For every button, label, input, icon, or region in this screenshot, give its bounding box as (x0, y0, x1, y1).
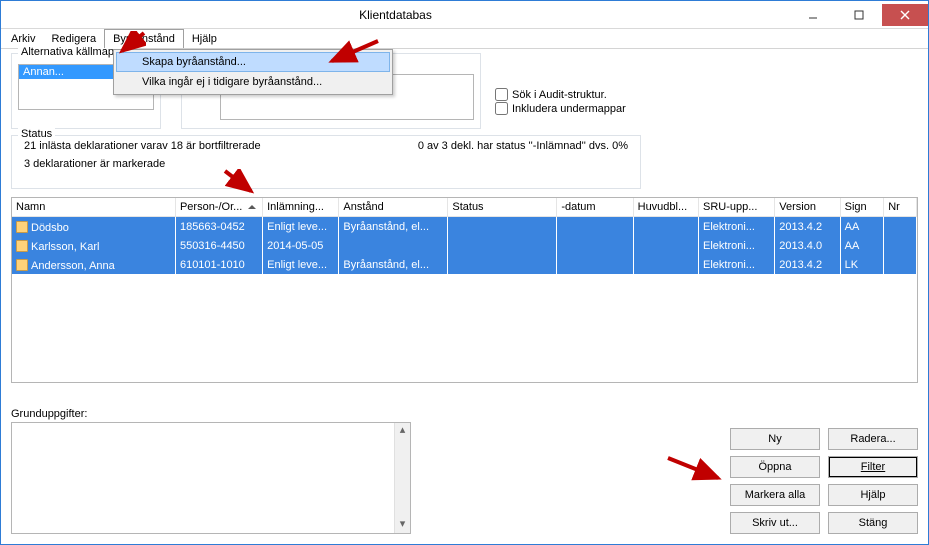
oppna-button[interactable]: Öppna (730, 456, 820, 478)
column-header[interactable]: Namn (12, 198, 175, 217)
column-header[interactable]: Anstånd (339, 198, 448, 217)
app-window: Klientdatabas Arkiv Redigera Byråanstånd… (0, 0, 929, 545)
table-cell: 2014-05-05 (263, 236, 339, 255)
column-header[interactable]: Inlämning... (263, 198, 339, 217)
content-area: Alternativa källmappar Annan... <-- Året… (1, 49, 928, 544)
dropdown-byraanstand: Skapa byråanstånd... Vilka ingår ej i ti… (113, 49, 393, 95)
menu-hjalp[interactable]: Hjälp (184, 29, 225, 48)
table-cell (448, 255, 557, 274)
checkbox-audit-label: Sök i Audit-struktur. (512, 89, 607, 101)
filter-button[interactable]: Filter (828, 456, 918, 478)
table-cell (557, 217, 633, 237)
table-cell: 185663-0452 (175, 217, 262, 237)
dropdown-item-skapa[interactable]: Skapa byråanstånd... (116, 52, 390, 72)
table-cell (633, 236, 698, 255)
table-cell: Dödsbo (12, 217, 175, 237)
table-cell: Elektroni... (699, 236, 775, 255)
minimize-button[interactable] (790, 4, 836, 26)
table-cell (884, 236, 917, 255)
table-cell: 550316-4450 (175, 236, 262, 255)
table-cell (884, 255, 917, 274)
row-icon (16, 240, 28, 252)
column-header[interactable]: Huvudbl... (633, 198, 698, 217)
bottom-area: Grunduppgifter: ▴ ▾ Ny Radera... Öppna F… (11, 408, 918, 534)
grund-label: Grunduppgifter: (11, 408, 918, 420)
column-header[interactable]: Person-/Or... (175, 198, 262, 217)
checkbox-group: Sök i Audit-struktur. Inkludera undermap… (491, 53, 671, 129)
table-cell (448, 217, 557, 237)
scroll-down-icon[interactable]: ▾ (400, 517, 406, 533)
ny-button[interactable]: Ny (730, 428, 820, 450)
button-grid: Ny Radera... Öppna Filter Markera alla H… (730, 428, 918, 534)
table-row[interactable]: Dödsbo185663-0452Enligt leve...Byråanstå… (12, 217, 917, 237)
close-button[interactable] (882, 4, 928, 26)
table-cell (557, 255, 633, 274)
legend-status: Status (18, 128, 55, 140)
column-header[interactable]: Status (448, 198, 557, 217)
table-cell: Elektroni... (699, 255, 775, 274)
table-cell (557, 236, 633, 255)
dropdown-item-vilka[interactable]: Vilka ingår ej i tidigare byråanstånd... (116, 72, 390, 92)
status-filtered: 21 inlästa deklarationer varav 18 är bor… (24, 140, 261, 152)
menubar: Arkiv Redigera Byråanstånd Hjälp (1, 29, 928, 49)
window-title: Klientdatabas (1, 8, 790, 22)
table-cell (633, 217, 698, 237)
markera-alla-button[interactable]: Markera alla (730, 484, 820, 506)
table-cell: LK (840, 255, 884, 274)
table-cell: AA (840, 217, 884, 237)
table-cell: Andersson, Anna (12, 255, 175, 274)
checkbox-undermappar-input[interactable] (495, 102, 508, 115)
column-header[interactable]: SRU-upp... (699, 198, 775, 217)
status-line-2: 3 deklarationer är markerade (18, 152, 634, 170)
checkbox-undermappar-label: Inkludera undermappar (512, 103, 626, 115)
table-cell (884, 217, 917, 237)
table-cell (448, 236, 557, 255)
grund-textbox[interactable]: ▴ ▾ (11, 422, 411, 534)
column-header[interactable]: -datum (557, 198, 633, 217)
row-icon (16, 259, 28, 271)
status-submitted: 0 av 3 dekl. har status ''-Inlämnad'' dv… (418, 140, 628, 152)
table-cell: Elektroni... (699, 217, 775, 237)
checkbox-undermappar[interactable]: Inkludera undermappar (495, 102, 671, 115)
titlebar: Klientdatabas (1, 1, 928, 29)
stang-button[interactable]: Stäng (828, 512, 918, 534)
column-header[interactable]: Nr (884, 198, 917, 217)
table-cell: 2013.4.0 (775, 236, 840, 255)
table-cell: AA (840, 236, 884, 255)
table-cell: 610101-1010 (175, 255, 262, 274)
scroll-up-icon[interactable]: ▴ (400, 423, 406, 439)
table-cell: Karlsson, Karl (12, 236, 175, 255)
radera-button[interactable]: Radera... (828, 428, 918, 450)
column-header[interactable]: Sign (840, 198, 884, 217)
hjalp-button[interactable]: Hjälp (828, 484, 918, 506)
table-cell: Byråanstånd, el... (339, 255, 448, 274)
table-cell: 2013.4.2 (775, 217, 840, 237)
checkbox-audit[interactable]: Sök i Audit-struktur. (495, 88, 671, 101)
menu-byraanstand[interactable]: Byråanstånd (104, 29, 184, 48)
table-cell (633, 255, 698, 274)
table-cell: Enligt leve... (263, 255, 339, 274)
status-line-1: 21 inlästa deklarationer varav 18 är bor… (18, 136, 634, 152)
checkbox-audit-input[interactable] (495, 88, 508, 101)
table-row[interactable]: Andersson, Anna610101-1010Enligt leve...… (12, 255, 917, 274)
maximize-button[interactable] (836, 4, 882, 26)
table-cell: Enligt leve... (263, 217, 339, 237)
scrollbar[interactable]: ▴ ▾ (394, 423, 410, 533)
skriv-ut-button[interactable]: Skriv ut... (730, 512, 820, 534)
row-icon (16, 221, 28, 233)
table-row[interactable]: Karlsson, Karl550316-44502014-05-05 Elekt… (12, 236, 917, 255)
window-buttons (790, 4, 928, 26)
column-header[interactable]: Version (775, 198, 840, 217)
table-cell: 2013.4.2 (775, 255, 840, 274)
fieldset-status: Status 21 inlästa deklarationer varav 18… (11, 135, 641, 189)
table-cell: Byråanstånd, el... (339, 217, 448, 237)
table-cell (339, 236, 448, 255)
table-declarations[interactable]: NamnPerson-/Or...Inlämning...AnståndStat… (11, 197, 918, 383)
